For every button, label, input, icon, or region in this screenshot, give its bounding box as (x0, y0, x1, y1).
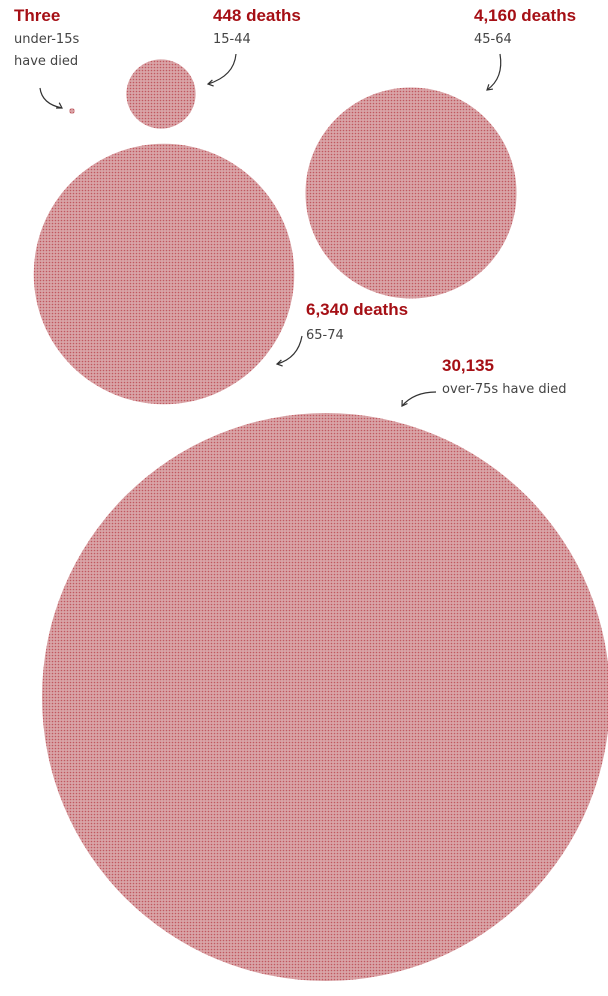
bubble-15-44 (126, 59, 196, 129)
bubble-65-74 (33, 143, 295, 405)
bubble-45-64 (305, 87, 517, 299)
bubble-under-15s (69, 108, 75, 114)
label-65-74-note: 65-74 (306, 328, 344, 343)
bubbles-layer (33, 59, 608, 981)
label-15-44-note: 15-44 (213, 32, 251, 47)
label-65-74-headline: 6,340 deaths (306, 300, 409, 319)
arrows-layer (39, 53, 502, 407)
arrow-65-74 (275, 335, 303, 367)
arrow-under-15s (39, 87, 63, 109)
label-over-75s-headline: 30,135 (442, 356, 494, 375)
label-under-15s-note-line-1: under-15s (14, 32, 80, 47)
label-under-15s-headline: Three (14, 6, 61, 25)
label-45-64-note: 45-64 (474, 32, 512, 47)
label-45-64-headline: 4,160 deaths (474, 6, 577, 25)
label-over-75s-note: over-75s have died (442, 382, 567, 397)
arrow-over-75s (401, 391, 437, 407)
bubble-over-75s (42, 413, 608, 981)
arrow-15-44 (206, 53, 237, 87)
arrow-45-64 (486, 53, 502, 91)
label-under-15s-note-line-2: have died (14, 54, 79, 69)
label-15-44-headline: 448 deaths (213, 6, 301, 25)
